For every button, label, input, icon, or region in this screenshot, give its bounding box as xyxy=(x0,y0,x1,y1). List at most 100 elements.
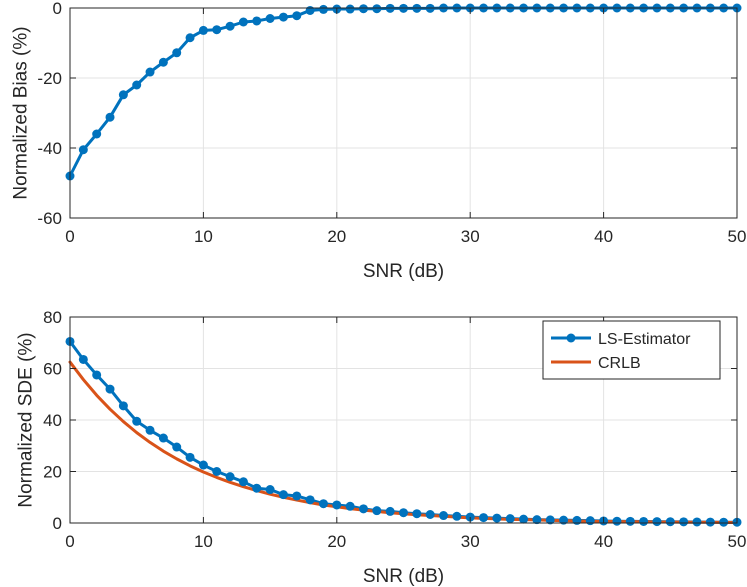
bias-point-ls-estimator xyxy=(78,145,88,155)
sde-point-ls-estimator xyxy=(719,517,729,527)
bias-chart-axes-box xyxy=(69,7,738,219)
bias-xtick-label: 40 xyxy=(594,227,613,246)
bias-point-ls-estimator xyxy=(198,25,208,35)
sde-point-ls-estimator xyxy=(585,516,595,526)
bias-point-ls-estimator xyxy=(132,80,142,90)
sde-point-ls-estimator xyxy=(652,517,662,527)
bias-point-ls-estimator xyxy=(158,57,168,67)
sde-point-ls-estimator xyxy=(92,370,102,380)
bias-point-ls-estimator xyxy=(345,4,355,14)
bias-point-ls-estimator xyxy=(145,67,155,77)
sde-point-ls-estimator xyxy=(519,514,529,524)
sde-point-ls-estimator xyxy=(318,499,328,509)
sde-ytick-label: 80 xyxy=(43,308,62,327)
sde-point-ls-estimator xyxy=(705,517,715,527)
sde-xtick-label: 10 xyxy=(194,532,213,551)
sde-point-ls-estimator xyxy=(292,491,302,501)
sde-point-ls-estimator xyxy=(372,506,382,516)
bias-point-ls-estimator xyxy=(212,25,222,35)
sde-point-ls-estimator xyxy=(225,472,235,482)
bias-xtick-label: 50 xyxy=(728,227,747,246)
sde-point-ls-estimator xyxy=(185,452,195,462)
sde-point-ls-estimator xyxy=(439,511,449,521)
sde-ytick-label: 20 xyxy=(43,463,62,482)
legend-label-ls-estimator: LS-Estimator xyxy=(598,331,691,348)
bias-chart-xlabel: SNR (dB) xyxy=(363,261,444,282)
bias-point-ls-estimator xyxy=(105,112,115,122)
sde-point-ls-estimator xyxy=(612,516,622,526)
sde-point-ls-estimator xyxy=(305,495,315,505)
sde-point-ls-estimator xyxy=(278,490,288,500)
sde-point-ls-estimator xyxy=(665,517,675,527)
bias-point-ls-estimator xyxy=(265,14,275,23)
sde-point-ls-estimator xyxy=(625,516,635,526)
sde-point-ls-estimator xyxy=(679,517,689,527)
sde-chart-series xyxy=(65,336,742,527)
sde-point-ls-estimator xyxy=(265,485,275,495)
bias-xtick-label: 20 xyxy=(327,227,346,246)
bias-point-ls-estimator xyxy=(225,21,235,31)
sde-chart-ylabel: Normalized SDE (%) xyxy=(16,332,37,507)
bias-chart-ticks: 0 10 20 30 40 50 -60 -40 -20 0 xyxy=(37,0,746,246)
bias-point-ls-estimator xyxy=(358,4,368,14)
sde-xtick-label: 0 xyxy=(65,532,74,551)
sde-point-ls-estimator xyxy=(692,517,702,527)
bias-point-ls-estimator xyxy=(92,129,102,139)
sde-point-ls-estimator xyxy=(479,513,489,523)
sde-chart-ticks: 0 10 20 30 40 50 0 20 40 60 80 xyxy=(43,308,746,551)
bias-point-ls-estimator xyxy=(118,90,128,100)
bias-xtick-label: 30 xyxy=(461,227,480,246)
legend-label-crlb: CRLB xyxy=(598,355,641,372)
sde-point-ls-estimator xyxy=(105,384,115,394)
sde-point-ls-estimator xyxy=(572,515,582,525)
sde-point-ls-estimator xyxy=(358,504,368,514)
sde-point-ls-estimator xyxy=(399,508,408,518)
bias-ytick-label: -60 xyxy=(37,209,62,228)
sde-point-ls-estimator xyxy=(158,433,168,443)
sde-point-ls-estimator xyxy=(412,509,422,519)
sde-point-ls-estimator xyxy=(172,442,182,452)
bias-point-ls-estimator xyxy=(305,5,315,15)
sde-point-ls-estimator xyxy=(145,425,155,435)
sde-ytick-label: 0 xyxy=(53,514,62,533)
bias-chart-ylabel: Normalized Bias (%) xyxy=(11,26,32,199)
sde-chart: 0 10 20 30 40 50 0 20 40 60 80 SNR (dB) Normalized… xyxy=(16,308,747,587)
bias-point-ls-estimator xyxy=(172,48,182,58)
sde-point-ls-estimator xyxy=(78,354,88,364)
bias-xtick-label: 0 xyxy=(65,227,74,246)
sde-point-ls-estimator xyxy=(505,514,515,524)
sde-point-ls-estimator xyxy=(345,501,355,511)
legend: LS-Estimator CRLB xyxy=(542,320,721,380)
sde-point-ls-estimator xyxy=(198,460,208,470)
bias-point-ls-estimator xyxy=(372,4,382,14)
sde-ytick-label: 40 xyxy=(43,411,62,430)
bias-xtick-label: 10 xyxy=(194,227,213,246)
bias-chart-series xyxy=(65,3,742,181)
bias-point-ls-estimator xyxy=(292,11,302,21)
bias-ytick-label: -20 xyxy=(37,69,62,88)
bias-ytick-label: 0 xyxy=(53,0,62,18)
bias-point-ls-estimator xyxy=(318,4,328,14)
sde-point-ls-estimator xyxy=(332,500,342,510)
bias-ytick-label: -40 xyxy=(37,139,62,158)
sde-point-ls-estimator xyxy=(532,515,542,525)
sde-point-ls-estimator xyxy=(425,510,435,519)
sde-ytick-label: 60 xyxy=(43,360,62,379)
bias-chart-grid xyxy=(69,7,738,219)
sde-point-ls-estimator xyxy=(545,515,555,525)
sde-point-ls-estimator xyxy=(238,477,248,487)
sde-point-ls-estimator xyxy=(385,506,395,516)
sde-chart-xlabel: SNR (dB) xyxy=(363,566,444,587)
sde-point-ls-estimator xyxy=(559,515,569,525)
sde-point-ls-estimator xyxy=(252,483,262,493)
bias-point-ls-estimator xyxy=(252,16,262,26)
sde-point-ls-estimator xyxy=(452,511,462,521)
sde-point-ls-estimator xyxy=(639,516,649,526)
sde-point-ls-estimator xyxy=(118,401,128,411)
sde-point-ls-estimator xyxy=(212,467,222,476)
sde-xtick-label: 40 xyxy=(594,532,613,551)
bias-point-ls-estimator xyxy=(185,33,195,43)
sde-point-ls-estimator xyxy=(492,513,502,523)
sde-xtick-label: 30 xyxy=(461,532,480,551)
